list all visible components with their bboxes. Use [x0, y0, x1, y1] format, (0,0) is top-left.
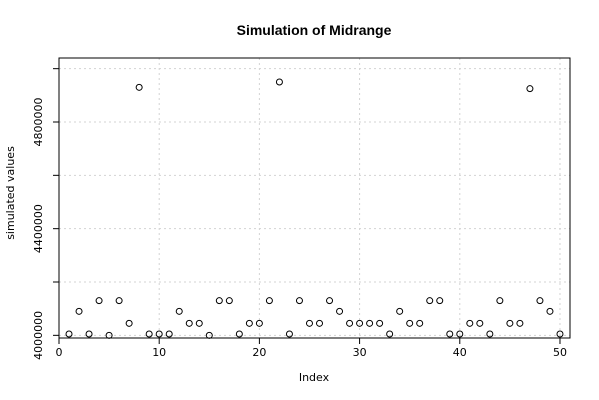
data-point — [235, 330, 243, 338]
chart-title: Simulation of Midrange — [237, 22, 392, 38]
data-point — [295, 297, 303, 305]
data-point — [486, 330, 494, 338]
x-axis-label: Index — [299, 371, 330, 384]
data-point — [215, 297, 223, 305]
data-point — [406, 319, 414, 327]
data-point — [516, 319, 524, 327]
data-point — [396, 307, 404, 315]
x-tick-label: 40 — [453, 346, 467, 359]
x-tick-label: 0 — [56, 346, 63, 359]
data-point — [326, 297, 334, 305]
data-point — [356, 319, 364, 327]
data-point — [556, 330, 564, 338]
data-point — [506, 319, 514, 327]
data-point — [105, 331, 113, 339]
data-point — [85, 330, 93, 338]
x-tick-label: 20 — [252, 346, 266, 359]
grid-layer — [58, 58, 570, 338]
plot-frame — [58, 57, 571, 339]
data-point — [436, 297, 444, 305]
data-point — [536, 297, 544, 305]
data-point — [225, 297, 233, 305]
data-point — [305, 319, 313, 327]
data-point — [526, 85, 534, 93]
data-point — [195, 319, 203, 327]
data-point — [165, 330, 173, 338]
data-point — [255, 319, 263, 327]
data-point — [245, 319, 253, 327]
data-point — [95, 297, 103, 305]
data-point — [125, 319, 133, 327]
y-axis: 4000000 4400000 4800000 — [32, 68, 59, 360]
points-layer — [65, 78, 564, 339]
data-point — [65, 330, 73, 338]
data-point — [175, 307, 183, 315]
data-point — [456, 330, 464, 338]
data-point — [265, 297, 273, 305]
data-point — [205, 331, 213, 339]
data-point — [346, 319, 354, 327]
data-point — [316, 319, 324, 327]
x-tick-label: 50 — [553, 346, 567, 359]
data-point — [416, 319, 424, 327]
y-tick-label: 4000000 — [32, 311, 45, 360]
data-point — [496, 297, 504, 305]
data-point — [546, 307, 554, 315]
data-point — [185, 319, 193, 327]
data-point — [466, 319, 474, 327]
data-point — [145, 330, 153, 338]
y-tick-label: 4400000 — [32, 204, 45, 253]
y-tick-label: 4800000 — [32, 98, 45, 147]
data-point — [426, 297, 434, 305]
x-tick-label: 30 — [353, 346, 367, 359]
data-point — [135, 83, 143, 91]
data-point — [75, 307, 83, 315]
data-point — [366, 319, 374, 327]
x-axis: 0 10 20 30 40 50 — [56, 338, 567, 359]
data-point — [275, 78, 283, 86]
data-point — [115, 297, 123, 305]
y-axis-label: simulated values — [4, 146, 17, 240]
x-tick-label: 10 — [152, 346, 166, 359]
data-point — [386, 330, 394, 338]
data-point — [376, 319, 384, 327]
data-point — [446, 330, 454, 338]
data-point — [336, 307, 344, 315]
data-point — [285, 330, 293, 338]
data-point — [155, 330, 163, 338]
data-point — [476, 319, 484, 327]
